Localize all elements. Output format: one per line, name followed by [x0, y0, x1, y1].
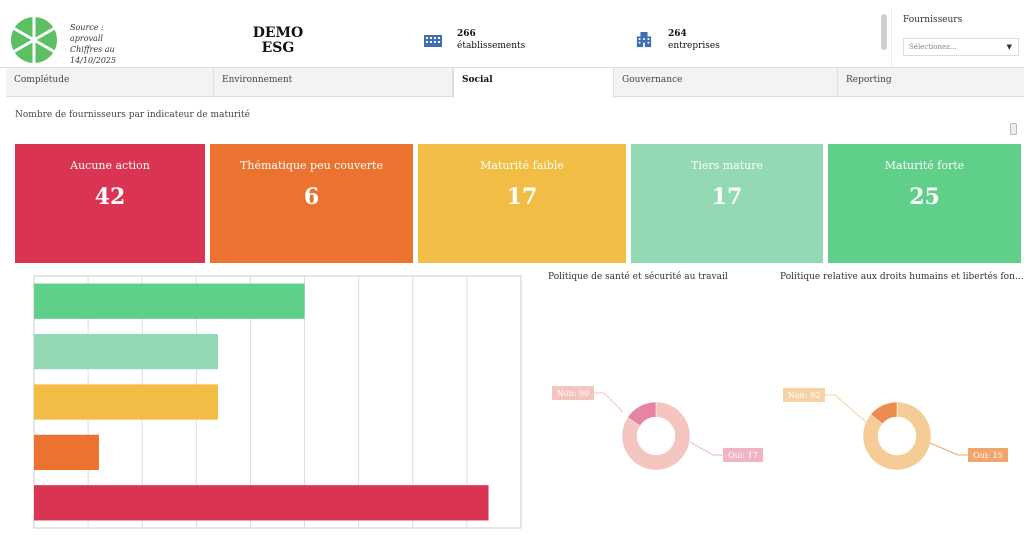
building-icon [424, 35, 442, 47]
section-title: Nombre de fournisseurs par indicateur de… [15, 110, 250, 120]
panel-scroll-handle[interactable] [1010, 123, 1017, 135]
office-icon [636, 32, 652, 48]
donut-leader-line [825, 394, 867, 423]
card-title: Maturité forte [884, 159, 965, 172]
donut-label-box [723, 448, 763, 462]
bar-4[interactable] [34, 434, 99, 471]
establishments-label: établissements [457, 41, 526, 51]
tab-gouvernance[interactable]: Gouvernance [614, 68, 838, 97]
donut-leader-line [689, 441, 723, 456]
donut-label-box [783, 388, 825, 402]
supplier-select[interactable]: Sélectionez... ▼ [903, 38, 1019, 56]
figures-label: Chiffres au [70, 45, 115, 54]
card-title: Thématique peu couverte [240, 159, 383, 172]
card-title: Tiers mature [690, 159, 764, 172]
tab-completude[interactable]: Complétude [6, 68, 214, 97]
brand-title: DEMO ESG [248, 26, 308, 56]
card-tiers-mature: Tiers mature 17 [631, 144, 823, 263]
donut-title-health-safety: Politique de santé et sécurité au travai… [548, 272, 728, 282]
card-value: 42 [94, 184, 126, 210]
tab-bar: Complétude Environnement Social Gouverna… [6, 68, 1024, 98]
card-thematique-peu-couverte: Thématique peu couverte 6 [210, 144, 413, 263]
donut-slice-2[interactable] [627, 401, 657, 427]
card-title: Maturité faible [480, 159, 564, 172]
card-aucune-action: Aucune action 42 [15, 144, 205, 263]
card-value: 6 [303, 184, 320, 210]
source-note: Source : aprovall Chiffres au 14/10/2025 [70, 22, 130, 66]
companies-count: 264 [668, 29, 687, 39]
brand-line-1: DEMO [252, 25, 304, 41]
card-maturite-faible: Maturité faible 17 [418, 144, 626, 263]
donut-label-1: Non: 92 [788, 391, 820, 400]
donut-chart-human-rights: Non: 92 Oui: 15 [783, 388, 1008, 471]
donut-label-1: Non: 90 [557, 389, 589, 398]
establishments-count: 266 [457, 29, 476, 39]
source-label: Source : [70, 23, 104, 32]
donut-label-box [552, 386, 594, 400]
bar-3[interactable] [34, 384, 218, 420]
supplier-filter-label: Fournisseurs [903, 15, 963, 25]
card-value: 25 [909, 184, 940, 210]
bar-2[interactable] [34, 333, 218, 370]
source-name: aprovall [70, 34, 103, 43]
header-divider [891, 8, 892, 66]
maturity-bar-chart [33, 275, 522, 529]
donut-chart-health-safety: Non: 90 Oui: 17 [552, 386, 763, 471]
card-value: 17 [711, 184, 743, 210]
bar-5[interactable] [34, 485, 489, 521]
companies-label: entreprises [668, 41, 720, 51]
card-value: 17 [506, 184, 538, 210]
bar-1[interactable] [34, 283, 305, 319]
donut-label-box [968, 448, 1008, 462]
kpi-establishments: 266 établissements [423, 28, 525, 52]
donut-slice-1[interactable] [621, 401, 691, 471]
donut-label-2: Oui: 17 [728, 451, 758, 460]
donut-leader-line [594, 392, 624, 413]
donut-slice-1[interactable] [862, 401, 932, 471]
card-title: Aucune action [70, 159, 150, 172]
brand-line-2: ESG [261, 40, 295, 56]
kpi-companies: 264 entreprises [634, 28, 720, 52]
supplier-select-placeholder: Sélectionez... [909, 43, 957, 51]
donut-slice-2[interactable] [870, 401, 898, 425]
logo-icon [11, 17, 57, 63]
card-maturite-forte: Maturité forte 25 [828, 144, 1021, 263]
tab-environnement[interactable]: Environnement [214, 68, 453, 97]
donut-title-human-rights: Politique relative aux droits humains et… [780, 272, 1024, 282]
figures-date: 14/10/2025 [70, 56, 117, 65]
chevron-down-icon: ▼ [1006, 43, 1012, 51]
tab-reporting[interactable]: Reporting [846, 75, 892, 85]
donut-leader-line [929, 442, 968, 456]
donut-label-2: Oui: 15 [973, 451, 1003, 460]
header-scrollbar[interactable] [881, 14, 887, 50]
header-bar: Source : aprovall Chiffres au 14/10/2025… [0, 0, 1024, 68]
tab-social[interactable]: Social [453, 68, 614, 98]
